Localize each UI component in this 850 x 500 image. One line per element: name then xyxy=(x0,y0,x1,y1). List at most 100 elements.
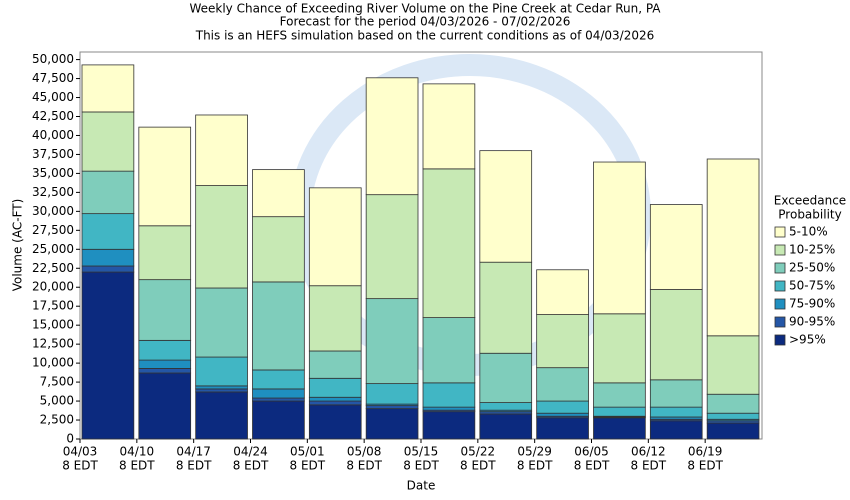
x-tick-label: 06/19 xyxy=(688,445,723,459)
legend-swatch xyxy=(774,334,786,346)
legend-swatch xyxy=(774,280,786,292)
bar-segment xyxy=(308,396,362,402)
y-tick-label: 35,000 xyxy=(32,166,74,180)
bar-segment xyxy=(365,405,419,410)
bar-segment xyxy=(195,287,248,358)
y-tick-label: 50,000 xyxy=(32,52,74,66)
y-tick-label: 45,000 xyxy=(32,90,74,104)
bar-segment xyxy=(422,406,476,411)
y-tick-label: 27,500 xyxy=(32,223,74,237)
x-tick-label: 06/05 xyxy=(574,445,609,459)
bar-segment xyxy=(308,187,362,287)
bar-segment xyxy=(81,271,135,440)
bar-segment xyxy=(706,393,760,414)
bar-segment xyxy=(138,339,192,361)
legend-label: >95% xyxy=(789,333,826,347)
bar-segment xyxy=(422,382,476,408)
bar-segment xyxy=(422,83,476,170)
bar-segment xyxy=(479,150,533,263)
x-tick-sublabel: 8 EDT xyxy=(290,459,326,473)
bar-segment xyxy=(365,298,419,385)
y-tick-label: 25,000 xyxy=(32,242,74,256)
bar-segment xyxy=(536,367,589,402)
legend-label: 25-50% xyxy=(789,261,835,275)
bar-segment xyxy=(536,314,589,369)
bar-segment xyxy=(649,204,703,290)
y-tick-label: 2,500 xyxy=(40,413,74,427)
bar-segment xyxy=(252,388,305,399)
bar-segment xyxy=(138,368,192,374)
bar-segment xyxy=(706,335,760,395)
bar-segment xyxy=(365,77,419,196)
x-tick-sublabel: 8 EDT xyxy=(233,459,269,473)
y-tick-label: 12,500 xyxy=(32,337,74,351)
bar-segment xyxy=(138,225,192,281)
bar-segment xyxy=(649,289,703,381)
x-tick-label: 05/01 xyxy=(290,445,325,459)
legend-swatch xyxy=(774,226,786,238)
legend-swatch xyxy=(774,244,786,256)
bar-segment xyxy=(81,248,135,267)
chart-subtitle: This is an HEFS simulation based on the … xyxy=(195,29,655,43)
bar-segment xyxy=(365,194,419,300)
legend-label: 5-10% xyxy=(789,225,828,239)
bar-segment xyxy=(422,411,476,440)
y-tick-label: 30,000 xyxy=(32,204,74,218)
bar-segment xyxy=(649,420,703,440)
x-tick-label: 06/12 xyxy=(631,445,666,459)
legend-label: 50-75% xyxy=(789,279,835,293)
x-tick-label: 05/08 xyxy=(347,445,382,459)
bar-segment xyxy=(536,417,589,440)
bar-segment xyxy=(252,281,305,371)
y-tick-label: 42,500 xyxy=(32,109,74,123)
x-tick-label: 05/22 xyxy=(461,445,496,459)
bar-segment xyxy=(422,168,476,318)
chart-subtitle: Forecast for the period 04/03/2026 - 07/… xyxy=(280,15,571,29)
bar-segment xyxy=(649,379,703,408)
bar-segment xyxy=(195,185,248,289)
bar-segment xyxy=(252,400,305,440)
plot-area xyxy=(79,51,763,440)
bar-segment xyxy=(81,265,135,273)
bar-segment xyxy=(536,400,589,414)
bar-segment xyxy=(138,372,192,440)
legend-label: 75-90% xyxy=(789,297,835,311)
x-tick-sublabel: 8 EDT xyxy=(119,459,155,473)
x-tick-label: 04/10 xyxy=(120,445,155,459)
y-tick-label: 40,000 xyxy=(32,128,74,142)
bar-segment xyxy=(536,412,589,417)
bar-segment xyxy=(308,377,362,398)
bar-segment xyxy=(252,397,305,402)
bar-segment xyxy=(593,382,646,408)
y-tick-label: 0 xyxy=(66,432,74,446)
x-tick-sublabel: 8 EDT xyxy=(346,459,382,473)
bar-segment xyxy=(593,161,646,315)
x-axis-label: Date xyxy=(407,479,436,493)
y-tick-label: 7,500 xyxy=(40,375,74,389)
y-tick-label: 5,000 xyxy=(40,394,74,408)
bar-segment xyxy=(706,412,760,420)
x-tick-sublabel: 8 EDT xyxy=(517,459,553,473)
bar-segment xyxy=(536,269,589,315)
y-tick-label: 37,500 xyxy=(32,147,74,161)
bar-segment xyxy=(195,391,248,440)
bar-segment xyxy=(308,400,362,406)
x-tick-sublabel: 8 EDT xyxy=(631,459,667,473)
x-tick-sublabel: 8 EDT xyxy=(574,459,610,473)
bar-segment xyxy=(81,170,135,215)
y-tick-label: 47,500 xyxy=(32,71,74,85)
bar-segment xyxy=(195,356,248,387)
bar-segment xyxy=(593,313,646,384)
bar-segment xyxy=(252,216,305,283)
y-tick-label: 17,500 xyxy=(32,299,74,313)
y-tick-label: 20,000 xyxy=(32,280,74,294)
bar-segment xyxy=(81,64,135,113)
legend-label: 90-95% xyxy=(789,315,835,329)
bar-segment xyxy=(195,388,248,393)
bar-segment xyxy=(365,383,419,405)
bar-segment xyxy=(252,169,305,218)
bar-segment xyxy=(308,404,362,440)
bar-segment xyxy=(252,369,305,390)
bar-segment xyxy=(479,413,533,440)
legend-swatch xyxy=(774,262,786,274)
